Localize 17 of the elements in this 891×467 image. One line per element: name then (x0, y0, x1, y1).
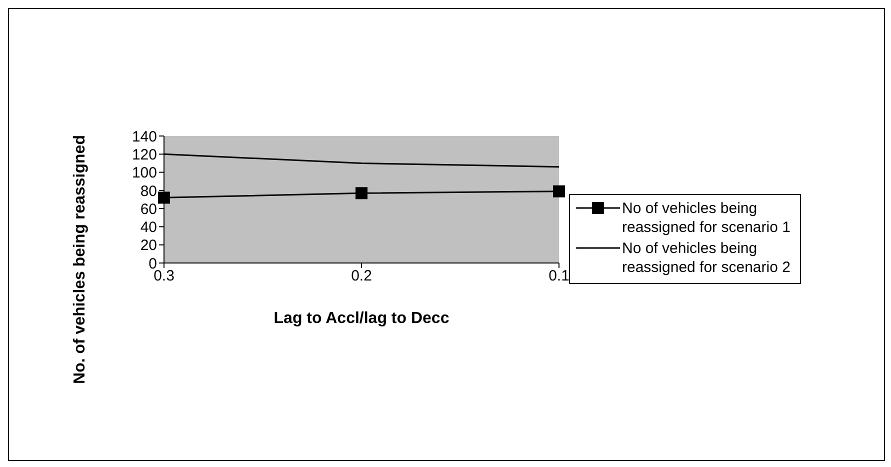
y-tick-label: 120 (132, 146, 157, 164)
point (356, 187, 368, 200)
y-tick-label: 80 (140, 182, 157, 200)
y-axis-title: No. of vehicles being reassigned (72, 135, 89, 384)
legend-label: No of vehicles being reassigned for scenario 2 (622, 239, 792, 277)
y-tick-label: 60 (140, 200, 157, 218)
y-tick-label: 20 (140, 237, 157, 254)
x-tick-label: 0.2 (351, 268, 372, 285)
x-axis-title: Lag to Accl/lag to Decc (274, 310, 450, 327)
point (553, 185, 565, 198)
y-tick-label: 140 (132, 128, 157, 146)
y-tick-label: 40 (140, 219, 157, 236)
point (158, 192, 170, 204)
x-tick-label: 0.1 (548, 268, 570, 285)
x-tick-label: 0.3 (154, 268, 174, 285)
y-tick-label: 100 (132, 164, 157, 182)
legend-label: No of vehicles being reassigned for scenario 1 (622, 199, 792, 237)
